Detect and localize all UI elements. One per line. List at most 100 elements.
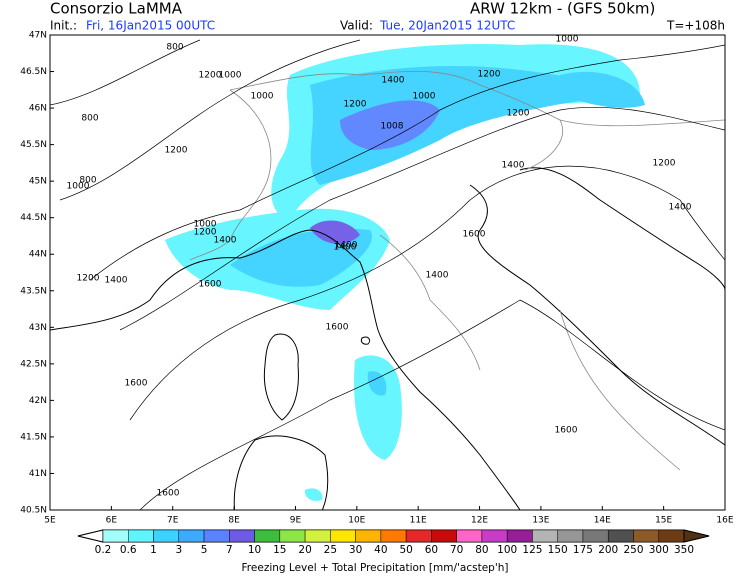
legend-label: 80 bbox=[475, 544, 488, 556]
contour-label: 1200 bbox=[199, 71, 222, 81]
contour-label: 1400 bbox=[669, 203, 692, 213]
legend-swatch bbox=[582, 529, 609, 543]
lat-label: 46.5N bbox=[20, 67, 47, 77]
contour-label: 1000 bbox=[67, 182, 90, 192]
legend-label: 150 bbox=[548, 544, 568, 556]
legend-swatch bbox=[355, 529, 382, 543]
contour-label: 1200 bbox=[344, 100, 367, 110]
contour-label: 1600 bbox=[555, 426, 578, 436]
lon-label: 10E bbox=[348, 516, 365, 526]
legend-label: 7 bbox=[226, 544, 233, 556]
contour-label: 800 bbox=[79, 176, 96, 186]
lon-label: 6E bbox=[106, 516, 118, 526]
contour-label: 1000 bbox=[251, 92, 274, 102]
lon-label: 9E bbox=[290, 516, 302, 526]
lat-label: 44N bbox=[29, 250, 47, 260]
lat-label: 45N bbox=[29, 177, 47, 187]
contour-label: 1400 bbox=[382, 76, 405, 86]
legend-swatch bbox=[77, 529, 104, 543]
map: 8001000120080010001200100014001000120010… bbox=[49, 34, 726, 511]
contour-label: 1200 bbox=[507, 109, 530, 119]
legend-label: 15 bbox=[273, 544, 286, 556]
valid-label: Valid: bbox=[340, 19, 373, 33]
lon-label: 11E bbox=[410, 516, 427, 526]
legend-label: 0.2 bbox=[95, 544, 112, 556]
map-frame bbox=[49, 34, 726, 511]
contour-label: 1600 bbox=[199, 280, 222, 290]
contour-label: 1600 bbox=[326, 323, 349, 333]
contour-label: 1600 bbox=[463, 230, 486, 240]
contour-label: 1200 bbox=[77, 274, 100, 284]
legend-swatch bbox=[532, 529, 558, 543]
contour-label: 1400 bbox=[502, 161, 525, 171]
title: Consorzio LaMMA bbox=[50, 0, 183, 18]
lat-label: 40.5N bbox=[20, 506, 47, 516]
legend-swatch bbox=[380, 529, 407, 543]
legend-label: 175 bbox=[573, 544, 593, 556]
legend-label: 40 bbox=[374, 544, 387, 556]
legend-label: 250 bbox=[623, 544, 643, 556]
lat-label: 47N bbox=[29, 31, 47, 41]
contour-label: 1000 bbox=[219, 71, 242, 81]
precip bbox=[165, 44, 645, 501]
lon-label: 13E bbox=[532, 516, 549, 526]
lon-label: 15E bbox=[655, 516, 672, 526]
legend-label: 30 bbox=[349, 544, 362, 556]
lat-label: 43.5N bbox=[20, 286, 47, 296]
legend-title: Freezing Level + Total Precipitation [mm… bbox=[242, 562, 509, 574]
init-label: Init.: bbox=[50, 19, 77, 33]
legend-label: 20 bbox=[298, 544, 311, 556]
legend-swatch bbox=[431, 529, 457, 543]
legend-swatch bbox=[481, 529, 508, 543]
legend-swatch bbox=[304, 529, 331, 543]
lat-label: 44.5N bbox=[20, 213, 47, 223]
legend-label: 350 bbox=[674, 544, 694, 556]
contour-label: 1400 bbox=[214, 236, 237, 246]
legend-swatch bbox=[330, 529, 356, 543]
contour-label: 1200 bbox=[478, 70, 501, 80]
legend-swatch bbox=[153, 529, 180, 543]
legend-label: 1 bbox=[150, 544, 157, 556]
legend-label: 25 bbox=[324, 544, 337, 556]
legend-swatch bbox=[203, 529, 230, 543]
lon-label: 5E bbox=[44, 516, 56, 526]
legend-label: 200 bbox=[598, 544, 618, 556]
contour-label: 1400 bbox=[335, 241, 358, 251]
borders bbox=[189, 70, 725, 471]
lat-label: 45.5N bbox=[20, 140, 47, 150]
contour-label: 1000 bbox=[413, 92, 436, 102]
lon-label: 8E bbox=[228, 516, 240, 526]
model: ARW 12km - (GFS 50km) bbox=[470, 0, 655, 18]
lat-label: 46N bbox=[29, 104, 47, 114]
legend-label: 125 bbox=[522, 544, 542, 556]
lat-label: 41.5N bbox=[20, 432, 47, 442]
legend-swatch bbox=[557, 529, 584, 543]
legend-swatch bbox=[254, 529, 281, 543]
contours bbox=[50, 39, 725, 510]
lead-time: T=+108h bbox=[666, 19, 725, 33]
legend-label: 300 bbox=[649, 544, 669, 556]
contour-label: 800 bbox=[166, 43, 183, 53]
contour-label: 1400 bbox=[334, 243, 357, 253]
coastlines bbox=[50, 167, 725, 510]
legend-label: 3 bbox=[175, 544, 182, 556]
legend-swatch bbox=[178, 529, 205, 543]
legend-label: 0.6 bbox=[120, 544, 137, 556]
legend-swatch bbox=[229, 529, 255, 543]
legend-label: 5 bbox=[201, 544, 208, 556]
contour-label: 800 bbox=[81, 114, 98, 124]
lon-label: 12E bbox=[471, 516, 488, 526]
lat-label: 42.5N bbox=[20, 359, 47, 369]
lat-label: 42N bbox=[29, 396, 47, 406]
contour-label: 1200 bbox=[653, 159, 676, 169]
legend-swatch bbox=[456, 529, 483, 543]
legend-swatch bbox=[633, 529, 659, 543]
valid-value: Tue, 20Jan2015 12UTC bbox=[379, 19, 515, 33]
contour-label: 1400 bbox=[426, 271, 449, 281]
legend-label: 70 bbox=[450, 544, 463, 556]
contour-label: 1000 bbox=[194, 220, 217, 230]
contour-label: 1000 bbox=[556, 35, 579, 45]
legend-swatch bbox=[607, 529, 634, 543]
contour-label: 1200 bbox=[165, 146, 188, 156]
legend-swatch bbox=[279, 529, 306, 543]
